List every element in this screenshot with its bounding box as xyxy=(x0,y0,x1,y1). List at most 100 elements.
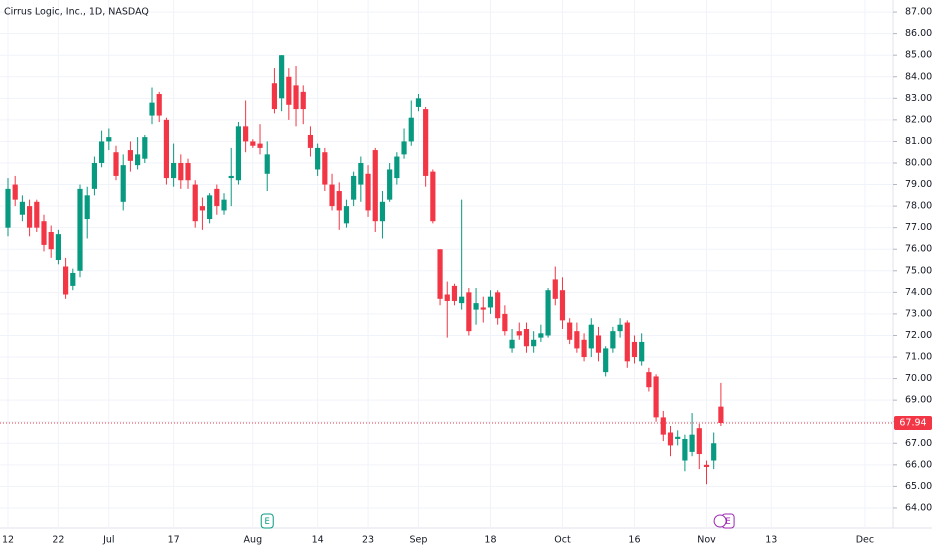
candle-body xyxy=(171,162,177,179)
candle-body xyxy=(351,175,357,200)
y-tick-label: 86.00 xyxy=(905,28,932,39)
y-tick-label: 67.00 xyxy=(905,438,932,449)
candle-body xyxy=(207,195,213,220)
candle-body xyxy=(581,339,587,358)
candle-body xyxy=(718,406,724,424)
x-tick-label: 13 xyxy=(765,535,777,546)
candle-body xyxy=(185,162,191,181)
candle-body xyxy=(588,324,594,349)
y-tick-label: 70.00 xyxy=(905,373,932,384)
candle-body xyxy=(178,162,184,181)
y-tick-label: 75.00 xyxy=(905,265,932,276)
candle-body xyxy=(603,348,609,373)
candle-body xyxy=(264,154,270,174)
candle-body xyxy=(639,341,645,362)
x-tick-label: Aug xyxy=(244,535,263,546)
x-tick-label: 22 xyxy=(52,535,64,546)
candle-body xyxy=(127,150,134,161)
candle-body xyxy=(495,292,501,319)
candle-body xyxy=(329,184,335,207)
y-tick-label: 69.00 xyxy=(905,395,932,406)
candle-body xyxy=(502,313,508,332)
candle-body xyxy=(322,152,328,185)
x-tick-label: 17 xyxy=(168,535,180,546)
candle-body xyxy=(365,173,371,211)
candle-body xyxy=(12,184,18,200)
candle-body xyxy=(631,341,638,358)
candle-body xyxy=(113,152,119,176)
candle-body xyxy=(387,169,393,200)
candle-body xyxy=(372,150,378,222)
candle-body xyxy=(574,331,580,349)
candle-body xyxy=(675,436,681,439)
candle-body xyxy=(307,134,314,148)
candle-body xyxy=(459,296,465,304)
candle-body xyxy=(271,83,278,110)
x-tick-label: Dec xyxy=(856,535,874,546)
candle-body xyxy=(300,91,306,110)
y-tick-label: 83.00 xyxy=(905,93,932,104)
candle-body xyxy=(696,428,702,455)
y-tick-label: 81.00 xyxy=(905,136,932,147)
candle-body xyxy=(91,162,97,189)
candle-body xyxy=(531,339,537,347)
last-price-tag xyxy=(894,416,932,431)
candle-body xyxy=(545,290,551,336)
x-tick-label: Oct xyxy=(554,535,571,546)
candle-body xyxy=(552,279,558,299)
candle-body xyxy=(336,191,342,211)
candle-body xyxy=(34,201,40,228)
candle-body xyxy=(516,331,522,336)
candle-body xyxy=(214,188,220,207)
candle-body xyxy=(19,201,25,215)
candle-body xyxy=(293,85,299,110)
candle-body xyxy=(106,137,112,142)
y-tick-label: 79.00 xyxy=(905,179,932,190)
candle-body xyxy=(156,94,162,116)
y-tick-label: 78.00 xyxy=(905,201,932,212)
candle-body xyxy=(408,117,414,142)
candle-body xyxy=(279,55,285,99)
candle-body xyxy=(41,221,47,245)
candle-body xyxy=(595,335,602,353)
y-tick-label: 73.00 xyxy=(905,308,932,319)
dividend-icon xyxy=(713,514,727,528)
candle-body xyxy=(703,464,710,467)
candle-body xyxy=(646,372,652,388)
chart-title: Cirrus Logic, Inc., 1D, NASDAQ xyxy=(4,7,149,18)
candle-body xyxy=(250,141,256,146)
y-tick-label: 65.00 xyxy=(905,481,932,492)
y-tick-label: 66.00 xyxy=(905,459,932,470)
y-tick-label: 82.00 xyxy=(905,114,932,125)
candle-body xyxy=(682,438,688,461)
y-tick-label: 84.00 xyxy=(905,71,932,82)
candle-body xyxy=(135,154,141,166)
candle-body xyxy=(667,432,674,446)
candle-body xyxy=(473,303,479,310)
candle-body xyxy=(394,156,400,179)
y-tick-label: 77.00 xyxy=(905,222,932,233)
candle-body xyxy=(487,296,494,308)
x-tick-label: Nov xyxy=(697,535,716,546)
candle-body xyxy=(343,206,350,224)
candle-body xyxy=(235,126,242,181)
y-tick-label: 72.00 xyxy=(905,330,932,341)
y-tick-label: 71.00 xyxy=(905,352,932,363)
candle-body xyxy=(379,201,386,222)
candle-body xyxy=(120,165,126,202)
candle-body xyxy=(653,376,659,418)
event-label: E xyxy=(265,517,270,527)
candle-body xyxy=(509,339,515,349)
candle-body xyxy=(5,188,11,228)
candle-body xyxy=(48,231,54,250)
candle-body xyxy=(624,322,630,362)
candle-body xyxy=(415,98,422,107)
candle-body xyxy=(27,206,33,228)
candle-body xyxy=(559,290,566,321)
last-price-label: 67.94 xyxy=(899,418,926,429)
x-tick-label: 18 xyxy=(484,535,496,546)
y-tick-label: 85.00 xyxy=(905,50,932,61)
candle-body xyxy=(315,147,321,170)
